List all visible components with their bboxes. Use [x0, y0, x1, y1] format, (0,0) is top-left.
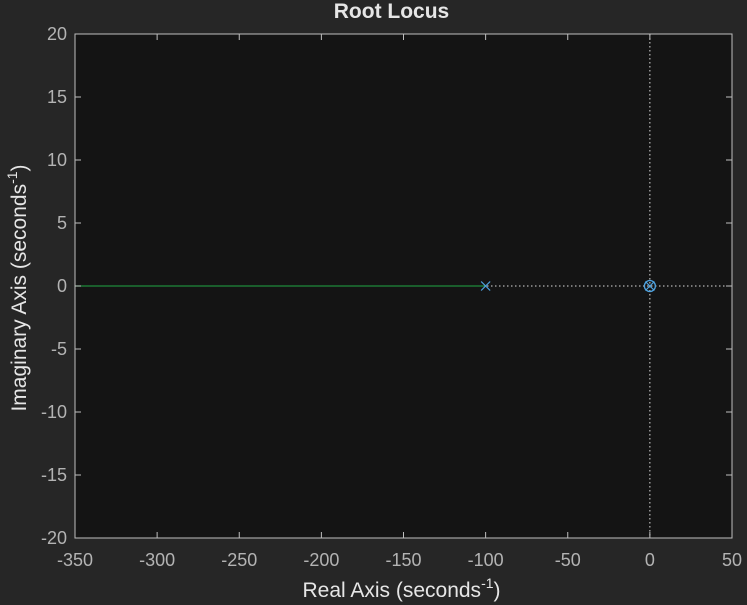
y-tick-label: 5 [57, 213, 67, 233]
y-tick-label: -10 [41, 402, 67, 422]
x-tick-label: -200 [303, 550, 339, 570]
x-axis-label-text: Real Axis (seconds [302, 579, 481, 602]
pole-marker-stroke [480, 281, 491, 291]
y-tick-label: -5 [51, 339, 67, 359]
x-axis-label-suffix: ) [494, 579, 501, 602]
y-axis-label-suffix: ) [8, 164, 31, 171]
pole-zero-markers [480, 279, 657, 293]
y-tick-label: -15 [41, 465, 67, 485]
y-tick-label: 10 [47, 150, 67, 170]
x-tick-label: 0 [645, 550, 655, 570]
x-tick-label: -250 [221, 550, 257, 570]
pole-marker-stroke [644, 281, 655, 291]
zero-marker-0 [643, 279, 657, 293]
x-tick-label: -100 [468, 550, 504, 570]
x-tick-label: -350 [57, 550, 93, 570]
y-axis-label: Imaginary Axis (seconds-1) [4, 164, 31, 411]
x-tick-label: 50 [722, 550, 742, 570]
y-tick-label: 15 [47, 87, 67, 107]
x-tick-label: -150 [385, 550, 421, 570]
y-tick-label: -20 [41, 528, 67, 548]
x-tick-label: -50 [555, 550, 581, 570]
x-axis-label: Real Axis (seconds-1) [302, 575, 500, 602]
y-tick-label: 20 [47, 24, 67, 44]
y-axis-label-text: Imaginary Axis (seconds [8, 184, 31, 412]
y-axis-label-superscript: -1 [4, 171, 20, 184]
y-tick-label: 0 [57, 276, 67, 296]
axis-ticks: -350 -300 -250 -200 -150 -100 -50 0 50-20-15-10-… [41, 24, 742, 570]
chart-title: Root Locus [334, 0, 450, 23]
x-tick-label: -300 [139, 550, 175, 570]
x-axis-label-superscript: -1 [481, 575, 494, 591]
pole-marker-1 [644, 281, 655, 291]
pole-marker-0 [480, 281, 491, 291]
